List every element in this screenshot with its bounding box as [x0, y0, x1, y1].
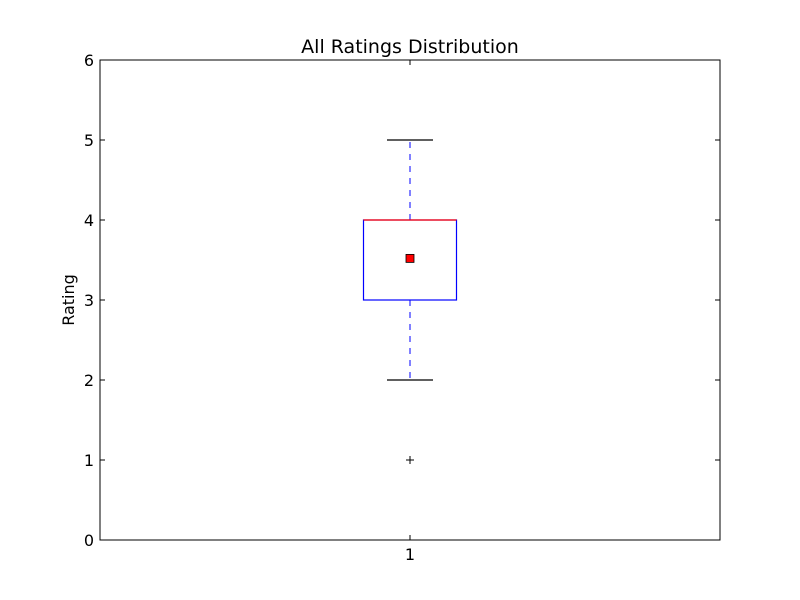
- y-tick-label: 4: [84, 211, 94, 230]
- y-tick-label: 5: [84, 131, 94, 150]
- plot-frame: [99, 59, 721, 541]
- mean-marker: [405, 253, 415, 263]
- plot-area: [100, 60, 720, 540]
- chart-title: All Ratings Distribution: [301, 36, 519, 58]
- y-tick-label: 6: [84, 51, 94, 70]
- y-tick-label: 3: [84, 291, 94, 310]
- x-tick-label: 1: [405, 545, 415, 564]
- y-tick-label: 2: [84, 371, 94, 390]
- y-axis-label: Rating: [59, 274, 78, 326]
- y-tick-label: 0: [84, 531, 94, 550]
- y-tick-label: 1: [84, 451, 94, 470]
